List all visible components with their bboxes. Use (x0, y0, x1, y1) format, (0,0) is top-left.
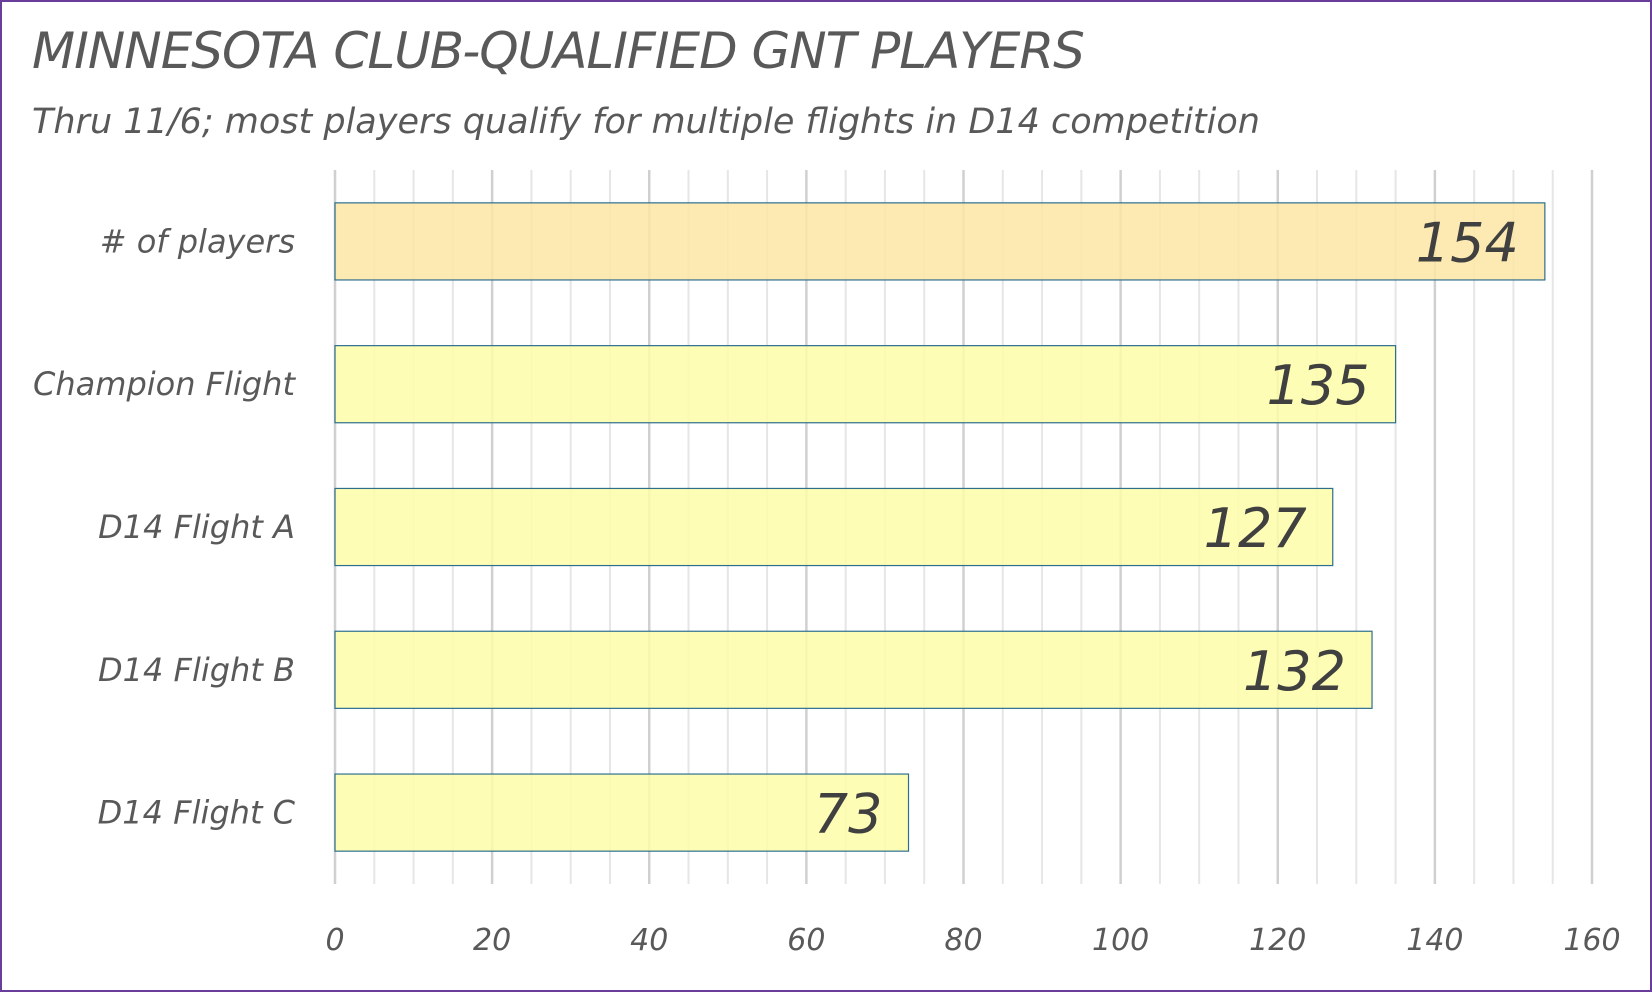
chart-subtitle: Thru 11/6; most players qualify for mult… (32, 102, 1260, 142)
bar (334, 630, 1373, 709)
category-label: D14 Flight B (98, 651, 295, 689)
category-label: # of players (100, 222, 295, 260)
data-label: 132 (1243, 640, 1346, 703)
bar (334, 345, 1397, 424)
data-label: 73 (814, 783, 883, 846)
x-tick-label: 140 (1406, 923, 1463, 958)
data-label: 154 (1416, 211, 1519, 274)
bar (334, 773, 910, 852)
x-tick-label: 160 (1563, 923, 1620, 958)
category-label: D14 Flight A (98, 508, 295, 546)
x-tick-label: 0 (325, 923, 344, 958)
x-tick-label: 60 (787, 923, 825, 958)
bar (334, 202, 1546, 281)
x-tick-label: 80 (944, 923, 982, 958)
x-tick-label: 20 (473, 923, 511, 958)
x-tick-label: 120 (1249, 923, 1306, 958)
bar-layer (334, 202, 1546, 852)
data-label: 135 (1267, 354, 1370, 417)
x-tick-label: 40 (630, 923, 668, 958)
bar (334, 487, 1334, 567)
chart-title: MINNESOTA CLUB-QUALIFIED GNT PLAYERS (32, 22, 1085, 80)
label-layer: 0 20 40 60 80 100 120 140 160 # of players 154 Cham… (33, 211, 1621, 958)
x-tick-label: 100 (1092, 923, 1149, 958)
category-label: D14 Flight C (98, 794, 296, 832)
data-label: 127 (1204, 497, 1307, 560)
category-label: Champion Flight (33, 365, 296, 403)
